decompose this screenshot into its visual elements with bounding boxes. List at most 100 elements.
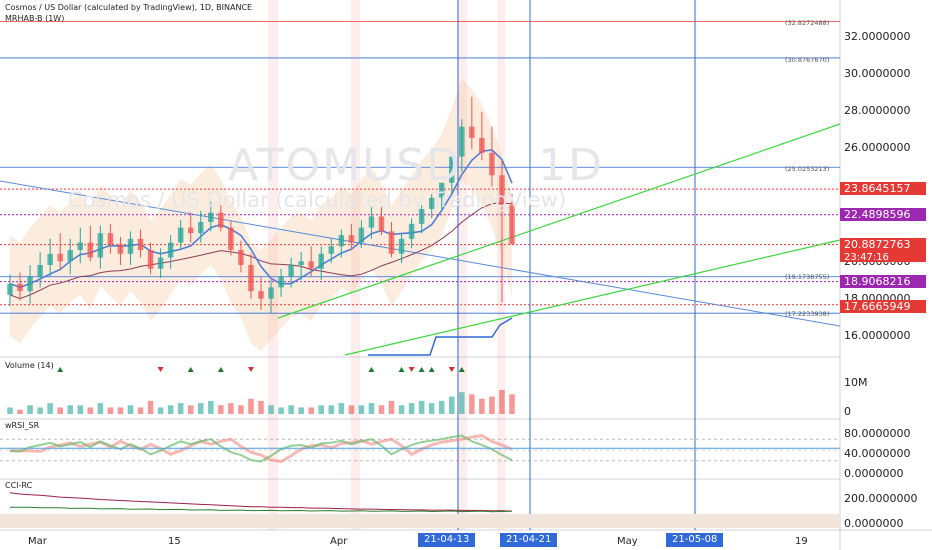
candle-body — [208, 212, 214, 223]
candle-body — [97, 233, 104, 258]
candle-body — [17, 283, 23, 292]
moving-average-slow — [9, 202, 513, 300]
wrsi-signal-line — [10, 434, 513, 464]
volume-bar — [418, 400, 425, 414]
volume-bar — [17, 409, 23, 414]
x-axis-date-badge: 21-04-21 — [500, 533, 558, 547]
candle-body — [187, 227, 194, 234]
volume-bar — [448, 396, 455, 414]
wrsi-tick: 0.0000000 — [844, 467, 904, 480]
volume-bar — [157, 407, 164, 414]
volume-bar — [368, 403, 375, 414]
volume-bar — [177, 403, 184, 414]
candle-body — [258, 291, 264, 299]
volume-bar — [117, 407, 124, 414]
volume-bar — [37, 407, 43, 414]
volume-bar — [208, 400, 214, 414]
volume-tick: 0 — [844, 405, 851, 418]
volume-bar — [398, 405, 405, 414]
volume-bar — [248, 398, 254, 414]
candle-body — [318, 253, 325, 269]
candle-body — [388, 231, 395, 254]
x-axis-label: 15 — [168, 536, 181, 547]
candle-body — [398, 238, 405, 254]
fib-label: (32.8272488) — [785, 19, 830, 27]
candle-body — [298, 261, 304, 265]
candle-body — [358, 227, 365, 243]
last-price-badge: 20.8872763 23:47:16 — [840, 238, 926, 263]
candle-body — [177, 227, 184, 243]
candle-body — [77, 242, 84, 251]
price-tick: 30.0000000 — [844, 67, 911, 80]
signal-arrow — [458, 367, 465, 372]
volume-bar — [77, 405, 84, 414]
x-axis-label: 19 — [795, 536, 808, 547]
cci-zero-band — [0, 514, 840, 528]
volume-tick: 10M — [844, 376, 868, 389]
price-badge-red: 23.8645157 — [840, 182, 926, 195]
highlight-band — [268, 0, 278, 530]
candle-body — [7, 283, 13, 295]
signal-arrow — [418, 367, 425, 372]
volume-bar — [338, 403, 345, 414]
volume-bar — [27, 405, 33, 414]
volume-bar — [147, 400, 154, 414]
volume-bar — [268, 405, 274, 414]
countdown: 23:47:16 — [844, 252, 889, 263]
signal-arrow — [187, 367, 194, 372]
signal-arrow — [217, 367, 224, 372]
trendline-green — [277, 123, 841, 319]
wrsi-line — [9, 434, 513, 463]
cci-tick: 200.0000000 — [844, 492, 918, 505]
volume-bar — [408, 403, 415, 414]
highlight-band — [457, 0, 467, 530]
x-axis-label: May — [617, 536, 638, 547]
x-axis-label: Mar — [28, 536, 47, 547]
candle-body — [509, 205, 515, 245]
volume-bar — [378, 405, 385, 414]
candle-body — [107, 233, 114, 245]
candle-body — [167, 242, 174, 258]
signal-arrow — [398, 367, 405, 372]
volume-bar — [87, 407, 94, 414]
price-tick: 28.0000000 — [844, 104, 911, 117]
candle-body — [37, 264, 43, 277]
price-badge-purple: 18.9068216 — [840, 275, 926, 288]
volume-bar — [47, 403, 53, 414]
volume-bar — [479, 398, 485, 414]
volume-bar — [278, 407, 284, 414]
signal-arrow — [428, 367, 435, 372]
signal-arrow — [157, 367, 164, 372]
price-tick: 32.0000000 — [844, 30, 911, 43]
candle-body — [278, 276, 284, 288]
highlight-band — [497, 0, 505, 530]
volume-bar — [298, 407, 304, 414]
candle-body — [127, 238, 134, 254]
volume-bar — [438, 400, 445, 414]
last-price-value: 20.8872763 — [844, 238, 911, 251]
signal-arrow — [57, 367, 64, 372]
candle-body — [338, 235, 345, 247]
candle-body — [459, 126, 465, 157]
fib-label: (25.0253213) — [785, 165, 830, 173]
volume-bar — [97, 403, 104, 414]
volume-bar — [469, 394, 475, 414]
price-badge-purple: 22.4898596 — [840, 208, 926, 221]
price-tick: 26.0000000 — [844, 141, 911, 154]
volume-bar — [328, 405, 335, 414]
candle-body — [228, 227, 234, 251]
volume-bar — [258, 400, 264, 414]
volume-bar — [499, 390, 505, 414]
cci-line — [9, 492, 513, 512]
candle-body — [438, 182, 445, 198]
candle-body — [288, 264, 294, 277]
volume-bar — [137, 407, 144, 414]
price-tick: 16.0000000 — [844, 329, 911, 342]
volume-bar — [348, 405, 355, 414]
candle-body — [137, 238, 144, 251]
volume-bar — [127, 405, 134, 414]
volume-bar — [218, 405, 224, 414]
candle-body — [418, 208, 425, 224]
candle-body — [197, 222, 204, 234]
